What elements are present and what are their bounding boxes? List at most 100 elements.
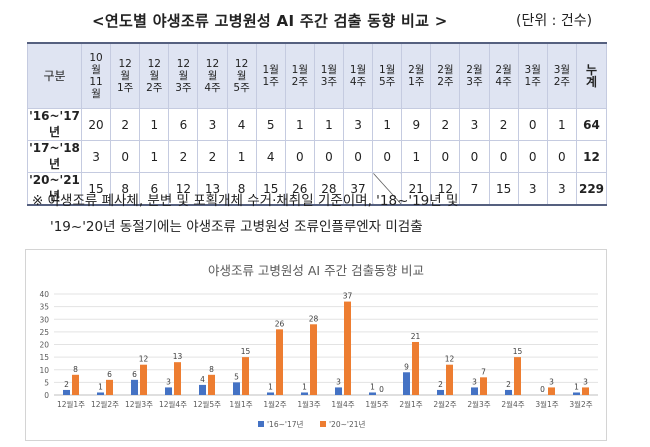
bar-series1 — [505, 389, 512, 395]
table-cell: 20 — [80, 108, 112, 141]
column-header: 1월 1주 — [255, 42, 286, 109]
table-cell: 2 — [168, 140, 199, 173]
table-cell: 1 — [372, 108, 403, 141]
data-label: 1 — [302, 382, 307, 391]
table-cell: 6 — [168, 108, 199, 141]
table-row: '20~'21년 15 8 6 12 13 8 15 26 28 37 21 12 7 15 3 3 229 — [27, 172, 607, 206]
data-label: 2 — [506, 380, 511, 389]
data-label: 3 — [583, 377, 588, 386]
table-cell: 1 — [139, 108, 170, 141]
table-cell: 12 — [168, 172, 199, 206]
chart-panel: 야생조류 고병원성 AI 주간 검출동향 비교 0 5 10 15 20 25 30 35 40… — [25, 249, 607, 441]
bar-series2 — [344, 301, 351, 395]
column-header: 2월 4주 — [488, 42, 519, 109]
y-tick-label: 40 — [39, 290, 49, 299]
table-cell: 15 — [80, 172, 112, 206]
y-tick-label: 15 — [39, 353, 49, 362]
legend-swatch — [320, 421, 326, 427]
y-tick-label: 10 — [39, 366, 49, 375]
data-label: 8 — [209, 365, 214, 374]
data-label: 1 — [370, 382, 375, 391]
bar-series2 — [412, 341, 419, 395]
column-header: 2월 2주 — [430, 42, 461, 109]
data-label: 5 — [234, 372, 239, 381]
x-tick-label: 1월5주 — [365, 399, 388, 409]
column-header: 2월 3주 — [459, 42, 490, 109]
table-cell: 4 — [255, 140, 286, 173]
bar-series2 — [310, 324, 317, 395]
table-cell: 28 — [313, 172, 344, 206]
y-tick-label: 5 — [44, 378, 49, 387]
bar-series2 — [446, 364, 453, 395]
data-label: 0 — [379, 385, 384, 394]
bar-series1 — [403, 372, 410, 395]
column-header: 1월 4주 — [342, 42, 374, 109]
table-cell: 0 — [342, 140, 374, 173]
data-label: 3 — [472, 377, 477, 386]
x-tick-label: 2월4주 — [501, 399, 524, 409]
x-tick-label: 12월4주 — [159, 399, 187, 409]
x-tick-label: 1월3주 — [297, 399, 320, 409]
table-cell: 5 — [255, 108, 286, 141]
row-total: 229 — [576, 172, 607, 206]
bar-series2 — [582, 387, 589, 395]
data-label: 28 — [309, 314, 319, 323]
table-cell — [372, 172, 403, 206]
table-cell: 37 — [342, 172, 374, 206]
legend-label: '20~'21년 — [329, 419, 365, 429]
column-header: 1월 2주 — [284, 42, 315, 109]
table-cell: 3 — [459, 108, 490, 141]
data-label: 21 — [411, 332, 421, 341]
y-tick-label: 0 — [44, 391, 49, 400]
data-label: 9 — [404, 362, 409, 371]
column-header: 2월 1주 — [401, 42, 432, 109]
bar-series1 — [233, 382, 240, 395]
x-tick-label: 2월1주 — [399, 399, 422, 409]
table-cell: 3 — [80, 140, 112, 173]
table-cell: 1 — [284, 108, 315, 141]
column-header: 3월 2주 — [546, 42, 578, 109]
row-label: '17~'18년 — [27, 140, 82, 173]
table-cell: 0 — [284, 140, 315, 173]
table-cell: 13 — [197, 172, 228, 206]
data-label: 1 — [574, 382, 579, 391]
bar-series1 — [573, 392, 580, 395]
row-total: 64 — [576, 108, 607, 141]
table-cell: 1 — [401, 140, 432, 173]
data-label: 12 — [139, 355, 149, 364]
x-tick-label: 3월1주 — [535, 399, 558, 409]
data-label: 26 — [275, 319, 285, 328]
bar-series2 — [106, 379, 113, 395]
bar-series2 — [242, 357, 249, 395]
data-label: 13 — [173, 352, 183, 361]
x-tick-label: 12월1주 — [57, 399, 85, 409]
y-tick-label: 30 — [39, 315, 49, 324]
table-cell: 0 — [430, 140, 461, 173]
row-label: '20~'21년 — [27, 172, 82, 206]
table-cell: 3 — [342, 108, 374, 141]
bar-series1 — [437, 389, 444, 395]
table-cell: 12 — [430, 172, 461, 206]
table-cell: 7 — [459, 172, 490, 206]
column-header: 1월 3주 — [313, 42, 344, 109]
bar-series1 — [165, 387, 172, 395]
x-tick-label: 12월5주 — [193, 399, 221, 409]
data-label: 2 — [64, 380, 69, 389]
table-cell: 3 — [546, 172, 578, 206]
data-label: 15 — [513, 347, 523, 356]
data-label: 4 — [200, 375, 205, 384]
footnote-line-1: ※ 야생조류 폐사체, 분변 및 포획개체 수거·채취일 기준이며, '18~'… — [32, 193, 459, 209]
bar-series1 — [131, 379, 138, 395]
table-cell: 15 — [488, 172, 519, 206]
column-header: 12 월 2주 — [139, 42, 170, 109]
chart-title: 야생조류 고병원성 AI 주간 검출동향 비교 — [208, 263, 424, 278]
page-title: <연도별 야생조류 고병원성 AI 주간 검출 동향 비교 > — [92, 12, 448, 30]
x-tick-label: 12월3주 — [125, 399, 153, 409]
data-label: 7 — [481, 367, 486, 376]
table-cell: 0 — [459, 140, 490, 173]
table-cell: 9 — [401, 108, 432, 141]
table-row: '16~'17년 20 2 1 6 3 4 5 1 1 3 1 9 2 3 2 0 1 64 — [27, 108, 607, 141]
table-cell: 2 — [197, 140, 228, 173]
bar-series2 — [208, 374, 215, 395]
